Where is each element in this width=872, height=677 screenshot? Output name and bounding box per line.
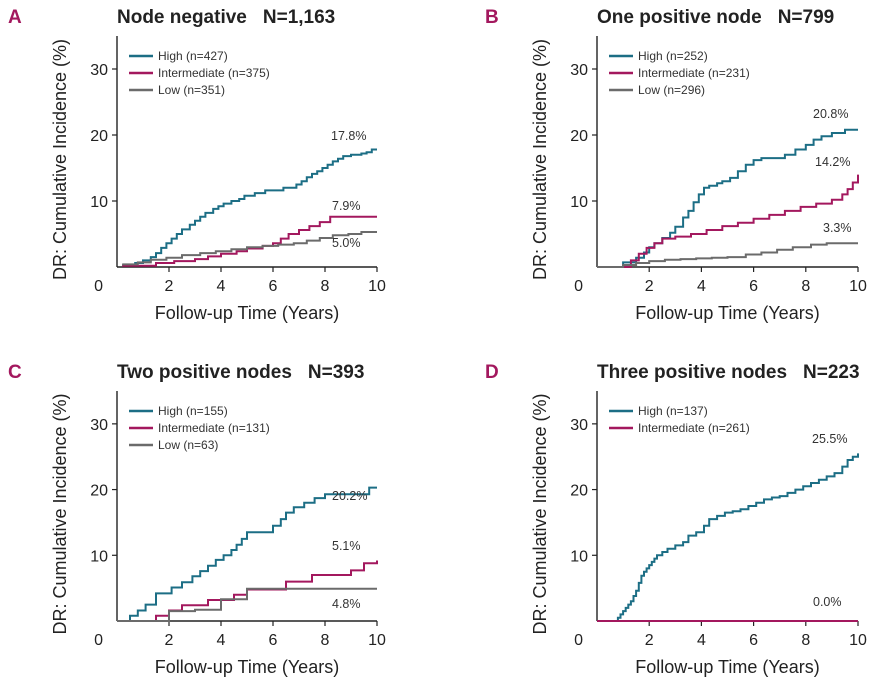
end-value-label-low: 5.0% (332, 236, 361, 250)
panel-title: Three positive nodes (597, 362, 787, 383)
panel-c: C Two positive nodes N=393 0 10 20 30 2 4 6 8 10 Fol… (8, 362, 386, 677)
x-tick-label: 8 (321, 632, 330, 649)
series-line-low (122, 231, 377, 266)
panel-n-label: N=393 (308, 362, 365, 383)
x-tick-label: 2 (645, 632, 654, 649)
x-tick-label: 6 (749, 632, 758, 649)
series-line-high (122, 148, 377, 266)
y-tick-label: 10 (90, 548, 108, 565)
end-value-label-high: 25.5% (812, 432, 847, 446)
x-axis-label: Follow-up Time (Years) (155, 303, 339, 323)
x-tick-label: 4 (697, 278, 706, 295)
x-tick-label: 10 (368, 278, 386, 295)
end-value-label-intermediate: 0.0% (813, 595, 842, 609)
panel-title: Two positive nodes (117, 362, 292, 383)
x-tick-label: 10 (849, 632, 867, 649)
y-tick-label: 20 (570, 128, 588, 145)
end-value-label-intermediate: 14.2% (815, 155, 850, 169)
panel-letter: C (8, 362, 22, 383)
x-axis-label: Follow-up Time (Years) (155, 657, 339, 677)
end-value-label-low: 3.3% (823, 221, 852, 235)
series-line-low (597, 242, 858, 268)
x-tick-label: 10 (849, 278, 867, 295)
series-line-high (117, 486, 377, 622)
legend-label-high: High (n=137) (638, 404, 708, 418)
y-tick-label: 0 (574, 278, 583, 295)
y-tick-label: 0 (574, 632, 583, 649)
panel-d: D Three positive nodes N=223 0 10 20 30 2 4 6 8 10 F… (485, 362, 867, 677)
x-tick-label: 8 (801, 632, 810, 649)
series-line-intermediate (597, 174, 859, 268)
y-axis-label: DR: Cumulative Incidence (%) (50, 393, 70, 634)
x-tick-label: 4 (217, 632, 226, 649)
y-tick-label: 30 (570, 417, 588, 434)
legend-label-low: Low (n=63) (158, 438, 218, 452)
y-tick-label: 0 (94, 278, 103, 295)
y-tick-label: 30 (90, 417, 108, 434)
x-tick-label: 6 (269, 632, 278, 649)
y-tick-label: 30 (90, 62, 108, 79)
panel-n-label: N=799 (778, 7, 835, 28)
end-value-label-intermediate: 7.9% (332, 199, 361, 213)
x-tick-label: 10 (368, 632, 386, 649)
y-tick-label: 20 (90, 483, 108, 500)
x-tick-label: 4 (697, 632, 706, 649)
series-line-high (597, 128, 858, 268)
y-axis-label: DR: Cumulative Incidence (%) (530, 393, 550, 634)
x-tick-label: 6 (269, 278, 278, 295)
panel-n-label: N=1,163 (263, 7, 335, 28)
panel-letter: D (485, 362, 499, 383)
x-axis-label: Follow-up Time (Years) (635, 303, 819, 323)
x-tick-label: 8 (321, 278, 330, 295)
panel-letter: B (485, 7, 499, 28)
legend-label-intermediate: Intermediate (n=375) (158, 66, 270, 80)
x-axis-label: Follow-up Time (Years) (635, 657, 819, 677)
panel-b: B One positive node N=799 0 10 20 30 2 4 6 8 10 Foll… (485, 7, 867, 323)
end-value-label-intermediate: 5.1% (332, 539, 361, 553)
y-axis-label: DR: Cumulative Incidence (%) (530, 39, 550, 280)
legend-label-high: High (n=155) (158, 404, 228, 418)
y-tick-label: 10 (570, 194, 588, 211)
y-tick-label: 10 (570, 548, 588, 565)
x-tick-label: 8 (801, 278, 810, 295)
panel-title: Node negative (117, 7, 247, 28)
panel-n-label: N=223 (803, 362, 860, 383)
series-line-low (117, 587, 377, 622)
end-value-label-low: 4.8% (332, 597, 361, 611)
panel-a: A Node negative N=1,163 0 10 20 30 2 4 6 8 10 Follow… (8, 7, 386, 323)
x-tick-label: 2 (645, 278, 654, 295)
x-tick-label: 6 (749, 278, 758, 295)
x-tick-label: 2 (165, 632, 174, 649)
legend-label-high: High (n=427) (158, 49, 228, 63)
end-value-label-high: 20.2% (332, 489, 367, 503)
legend-label-intermediate: Intermediate (n=131) (158, 421, 270, 435)
y-tick-label: 30 (570, 62, 588, 79)
x-tick-label: 4 (217, 278, 226, 295)
legend-label-intermediate: Intermediate (n=231) (638, 66, 750, 80)
x-tick-label: 2 (165, 278, 174, 295)
panel-letter: A (8, 7, 22, 28)
y-tick-label: 20 (570, 483, 588, 500)
panel-title: One positive node (597, 7, 762, 28)
end-value-label-high: 17.8% (331, 129, 366, 143)
y-axis-label: DR: Cumulative Incidence (%) (50, 39, 70, 280)
legend-label-low: Low (n=296) (638, 83, 705, 97)
legend-label-high: High (n=252) (638, 49, 708, 63)
y-tick-label: 20 (90, 128, 108, 145)
y-tick-label: 0 (94, 632, 103, 649)
y-tick-label: 10 (90, 194, 108, 211)
series-line-high (597, 453, 859, 622)
legend-label-low: Low (n=351) (158, 83, 225, 97)
end-value-label-high: 20.8% (813, 107, 848, 121)
legend-label-intermediate: Intermediate (n=261) (638, 421, 750, 435)
